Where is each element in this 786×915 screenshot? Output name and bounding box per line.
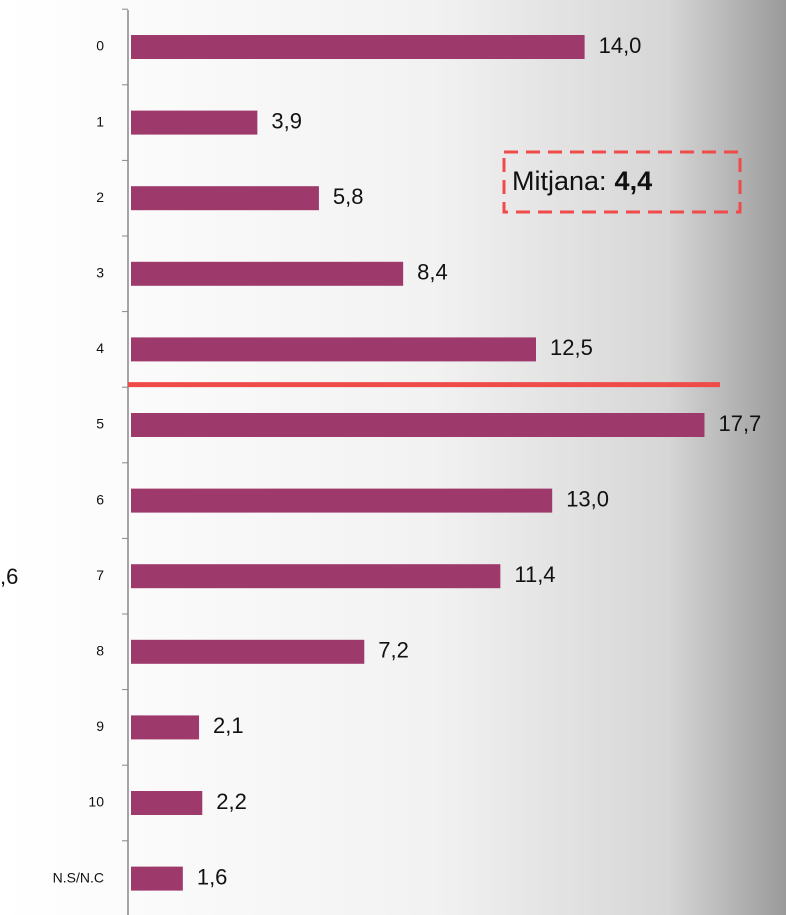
value-label: 12,5 <box>550 335 593 360</box>
y-tick-label: 2 <box>96 189 104 205</box>
value-label: 14,0 <box>599 33 642 58</box>
annotation: ,6 <box>0 564 18 589</box>
mean-box <box>502 150 742 214</box>
mean-value: 4,4 <box>615 166 653 196</box>
bar <box>131 186 319 211</box>
bar <box>131 337 536 362</box>
y-tick-label: 3 <box>96 265 104 281</box>
bar <box>131 110 258 135</box>
y-tick-label: 10 <box>88 794 104 810</box>
bar <box>131 413 705 437</box>
bar <box>131 35 585 59</box>
bar <box>131 261 404 286</box>
value-label: 7,2 <box>378 638 409 663</box>
y-tick-label: 5 <box>96 416 104 432</box>
value-label: 2,1 <box>213 713 244 738</box>
bar <box>131 791 203 815</box>
value-label: 8,4 <box>417 260 448 285</box>
y-tick-label: 8 <box>96 643 104 659</box>
y-tick-label: 6 <box>96 491 104 507</box>
y-tick-label: N.S/N.C <box>53 869 104 885</box>
y-tick-label: 9 <box>96 718 104 734</box>
bar <box>131 488 553 513</box>
y-tick-label: 7 <box>96 567 104 583</box>
bar <box>131 866 183 891</box>
value-label: 2,2 <box>216 789 247 814</box>
value-label: 1,6 <box>197 864 228 889</box>
y-tick-label: 4 <box>96 340 104 356</box>
y-tick-label: 0 <box>96 38 104 54</box>
value-label: 5,8 <box>333 184 364 209</box>
value-label: 17,7 <box>718 411 761 436</box>
bar <box>131 564 501 589</box>
y-tick-label: 1 <box>96 113 104 129</box>
mean-label: Mitjana: <box>512 166 607 196</box>
bar <box>131 639 365 664</box>
value-label: 3,9 <box>271 108 302 133</box>
value-label: 13,0 <box>566 486 609 511</box>
bar <box>131 715 200 740</box>
mean-text: Mitjana: 4,4 <box>512 166 652 196</box>
value-label: 11,4 <box>514 562 555 587</box>
